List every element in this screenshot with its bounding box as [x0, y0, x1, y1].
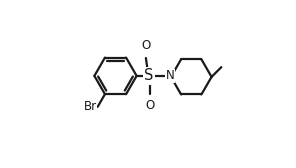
Text: O: O	[145, 99, 154, 112]
Text: O: O	[141, 39, 150, 52]
Text: S: S	[144, 68, 154, 83]
Text: N: N	[165, 69, 174, 82]
Text: Br: Br	[84, 100, 97, 113]
